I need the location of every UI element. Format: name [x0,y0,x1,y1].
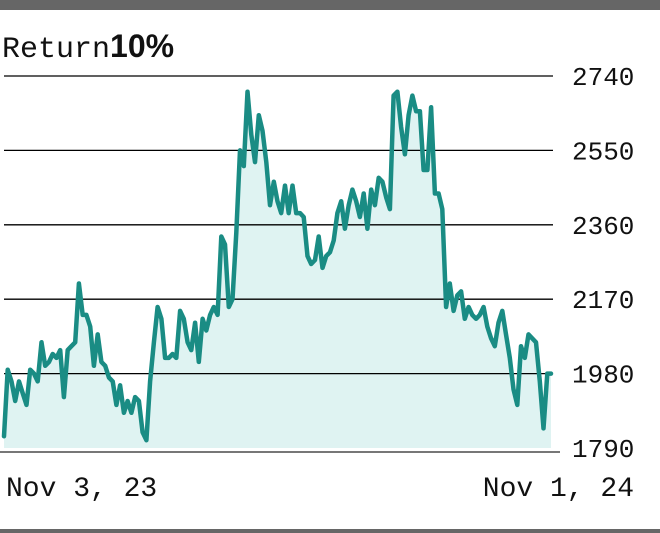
chart-title: Return10% [2,28,174,67]
x-end-label: Nov 1, 24 [483,474,634,505]
x-axis-labels: Nov 3, 23 Nov 1, 24 [6,474,634,505]
return-label: Return [2,33,111,67]
y-tick-label: 1980 [572,361,634,391]
area-layer [4,91,551,448]
y-tick-label: 1790 [572,435,634,465]
y-axis-ticks: 1790 1980 2170 2360 2550 2740 [572,63,634,465]
top-border [0,0,660,10]
area-fill [4,91,551,448]
y-tick-label: 2550 [572,137,634,167]
return-value: 10% [110,28,175,64]
series-line [1,89,554,443]
y-tick-label: 2170 [572,286,634,316]
gridlines [4,75,553,375]
line-layer [1,89,554,443]
x-start-label: Nov 3, 23 [6,474,157,505]
bottom-border [0,529,660,533]
y-tick-label: 2740 [572,63,634,93]
y-tick-label: 2360 [572,212,634,242]
